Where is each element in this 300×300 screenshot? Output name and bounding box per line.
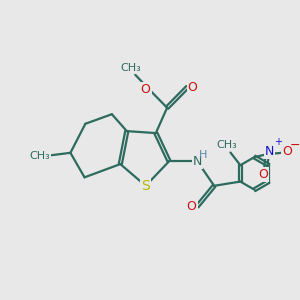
Text: CH₃: CH₃: [217, 140, 237, 151]
Text: O: O: [259, 168, 269, 181]
Text: O: O: [187, 200, 196, 213]
Text: −: −: [289, 138, 300, 152]
Text: O: O: [282, 145, 292, 158]
Text: S: S: [141, 179, 150, 193]
Text: N: N: [193, 155, 202, 168]
Text: H: H: [199, 150, 208, 160]
Text: N: N: [265, 145, 274, 158]
Text: CH₃: CH₃: [121, 63, 141, 73]
Text: +: +: [274, 137, 282, 147]
Text: CH₃: CH₃: [29, 151, 50, 160]
Text: O: O: [188, 81, 197, 94]
Text: O: O: [141, 83, 151, 96]
